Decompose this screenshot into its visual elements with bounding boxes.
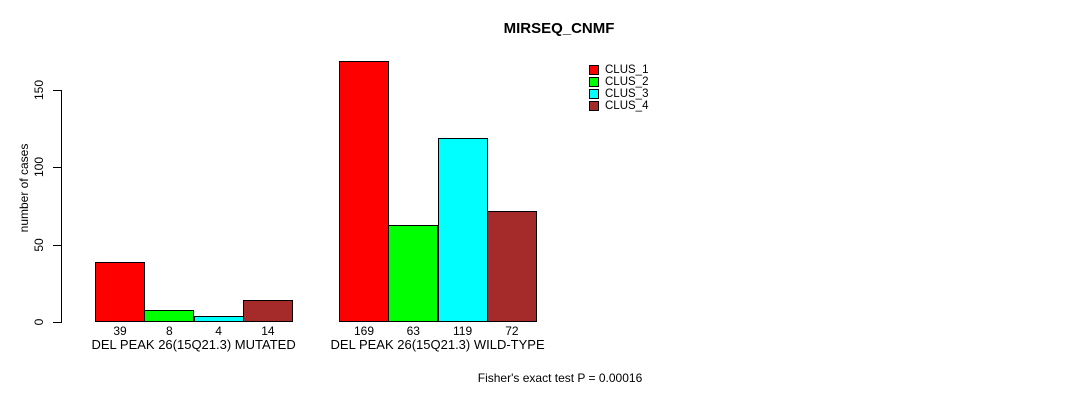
y-axis-tick [53, 322, 62, 323]
y-axis-tick-label: 50 [32, 238, 46, 252]
y-axis-tick-label: 100 [32, 156, 46, 178]
bar-value-label: 72 [505, 324, 519, 338]
y-axis-line [61, 90, 62, 323]
legend-row: CLUS_2 [589, 76, 648, 88]
bar-clus_3 [437, 137, 488, 322]
legend-label: CLUS_1 [605, 64, 649, 76]
bar-value-label: 39 [113, 324, 127, 338]
bar-value-label: 63 [406, 324, 420, 338]
chart-title: MIRSEQ_CNMF [503, 20, 615, 37]
legend-label: CLUS_3 [605, 88, 649, 100]
y-axis-tick [53, 90, 62, 91]
legend-swatch-icon [589, 101, 599, 111]
bar-value-label: 8 [165, 324, 173, 338]
bar-clus_2 [388, 224, 439, 322]
bar-value-label: 169 [353, 324, 375, 338]
legend: CLUS_1 CLUS_2 CLUS_3 CLUS_4 [589, 64, 648, 112]
legend-swatch-icon [589, 65, 599, 75]
legend-label: CLUS_2 [605, 76, 649, 88]
fisher-test-annotation: Fisher's exact test P = 0.00016 [477, 371, 643, 385]
bar-clus_3 [193, 315, 244, 322]
legend-row: CLUS_1 [589, 64, 648, 76]
bar-value-label: 14 [261, 324, 275, 338]
y-axis-tick [53, 245, 62, 246]
x-axis-group-label: DEL PEAK 26(15Q21.3) WILD-TYPE [330, 337, 545, 352]
legend-row: CLUS_4 [589, 100, 648, 112]
x-axis-group-label: DEL PEAK 26(15Q21.3) MUTATED [91, 337, 296, 352]
legend-swatch-icon [589, 77, 599, 87]
bar-value-label: 4 [215, 324, 222, 338]
bar-clus_4 [242, 300, 293, 322]
bar-clus_4 [486, 210, 537, 322]
legend-row: CLUS_3 [589, 88, 648, 100]
y-axis-tick-label: 150 [32, 79, 46, 101]
bar-clus_2 [144, 309, 195, 322]
y-axis-tick-label: 0 [32, 318, 46, 326]
bar-clus_1 [95, 261, 145, 322]
y-axis-tick [53, 167, 62, 168]
bar-value-label: 119 [453, 324, 473, 338]
legend-label: CLUS_4 [605, 100, 649, 112]
bar-clus_1 [339, 60, 389, 322]
legend-swatch-icon [589, 89, 599, 99]
